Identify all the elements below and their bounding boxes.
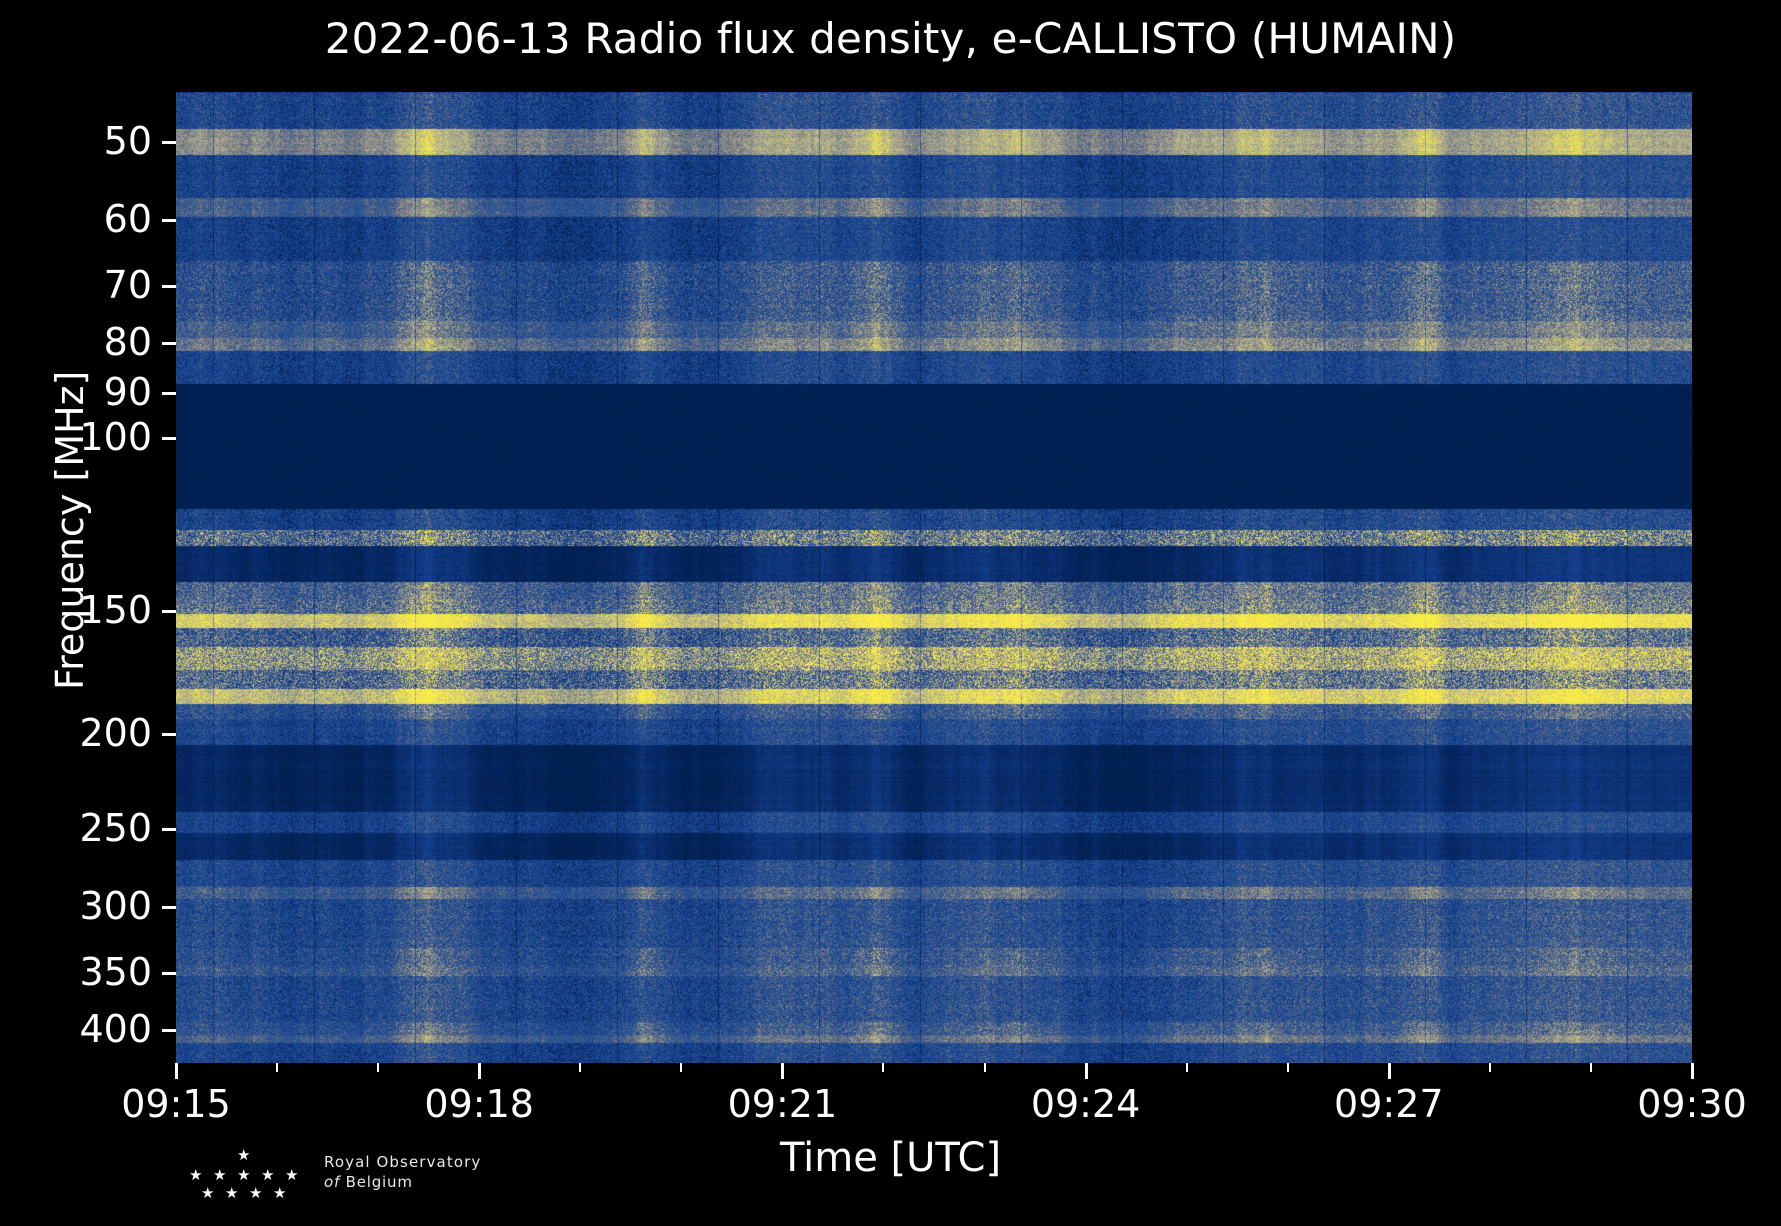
- y-tick-label-50: 50: [103, 118, 152, 163]
- y-tick-mark: [162, 391, 176, 395]
- star-icon: ★: [285, 1166, 299, 1184]
- y-tick-label-150: 150: [79, 588, 152, 633]
- x-tick-label-0924: 09:24: [1030, 1082, 1141, 1126]
- x-tick-mark-minor: [983, 1063, 986, 1072]
- logo-line-1: Royal Observatory: [324, 1153, 482, 1171]
- y-tick-mark: [162, 828, 176, 832]
- x-axis-label: Time [UTC]: [779, 1135, 1002, 1181]
- star-icon: ★: [273, 1184, 287, 1202]
- x-tick-mark-minor: [1185, 1063, 1188, 1072]
- y-tick-label-100: 100: [79, 414, 152, 459]
- y-tick-label-200: 200: [79, 711, 152, 755]
- star-icon: ★: [249, 1184, 263, 1202]
- x-tick-mark: [175, 1063, 178, 1079]
- x-tick-mark-minor: [1286, 1063, 1289, 1072]
- y-tick-mark: [162, 341, 176, 345]
- y-tick-mark: [162, 972, 176, 976]
- y-tick-label-60: 60: [103, 196, 152, 241]
- y-tick-label-250: 250: [79, 806, 152, 851]
- y-tick-label-300: 300: [79, 884, 152, 929]
- logo-text: Royal Observatory of Belgium: [324, 1152, 481, 1192]
- chart-title: 2022-06-13 Radio flux density, e-CALLIST…: [324, 14, 1457, 63]
- x-tick-mark: [1387, 1063, 1391, 1079]
- x-tick-mark-minor: [377, 1063, 380, 1072]
- star-icon: ★: [237, 1146, 251, 1164]
- y-tick-label-90: 90: [103, 369, 152, 414]
- y-tick-mark: [162, 436, 176, 440]
- x-tick-mark: [1691, 1063, 1694, 1079]
- x-tick-mark: [1084, 1063, 1088, 1079]
- y-tick-mark: [162, 284, 176, 288]
- x-tick-label-0918: 09:18: [424, 1082, 534, 1126]
- x-tick-label-0921: 09:21: [727, 1082, 838, 1126]
- x-tick-mark-minor: [579, 1063, 582, 1072]
- star-icon: ★: [261, 1166, 275, 1184]
- x-tick-mark-minor: [1589, 1063, 1592, 1072]
- logo-belgium-word: Belgium: [345, 1173, 413, 1191]
- y-tick-label-80: 80: [103, 319, 152, 364]
- x-tick-label-0915: 09:15: [121, 1082, 231, 1126]
- y-tick-label-70: 70: [103, 262, 152, 307]
- y-tick-mark: [162, 140, 176, 144]
- y-tick-mark: [162, 610, 176, 614]
- y-tick-label-350: 350: [79, 950, 152, 995]
- logo-of-word: of: [324, 1173, 341, 1191]
- y-tick-mark: [162, 906, 176, 910]
- star-icon: ★: [237, 1166, 251, 1184]
- x-tick-label-0930: 09:30: [1637, 1082, 1747, 1126]
- x-tick-mark-minor: [1488, 1063, 1491, 1072]
- x-tick-mark-minor: [276, 1063, 279, 1072]
- star-icon: ★: [189, 1166, 203, 1184]
- stars-icon: ★ ★ ★ ★ ★ ★ ★ ★ ★ ★: [178, 1146, 312, 1204]
- spectrogram-canvas: [176, 92, 1692, 1063]
- star-icon: ★: [225, 1184, 239, 1202]
- x-tick-mark-minor: [680, 1063, 683, 1072]
- y-tick-mark: [162, 1029, 176, 1033]
- y-tick-label-400: 400: [79, 1007, 152, 1052]
- x-tick-label-0927: 09:27: [1334, 1082, 1444, 1126]
- y-tick-mark: [162, 733, 176, 736]
- x-tick-mark: [478, 1063, 482, 1079]
- y-tick-mark: [162, 218, 176, 222]
- star-icon: ★: [213, 1166, 227, 1184]
- spectrogram-plot-area: [176, 92, 1692, 1063]
- y-axis-label: Frequency [MHz]: [48, 370, 92, 690]
- star-icon: ★: [201, 1184, 215, 1202]
- x-tick-mark: [781, 1063, 785, 1079]
- royal-observatory-logo: ★ ★ ★ ★ ★ ★ ★ ★ ★ ★ Royal Observatory of Belgium: [178, 1146, 598, 1210]
- x-tick-mark-minor: [882, 1063, 885, 1072]
- logo-line-2: of Belgium: [324, 1172, 481, 1192]
